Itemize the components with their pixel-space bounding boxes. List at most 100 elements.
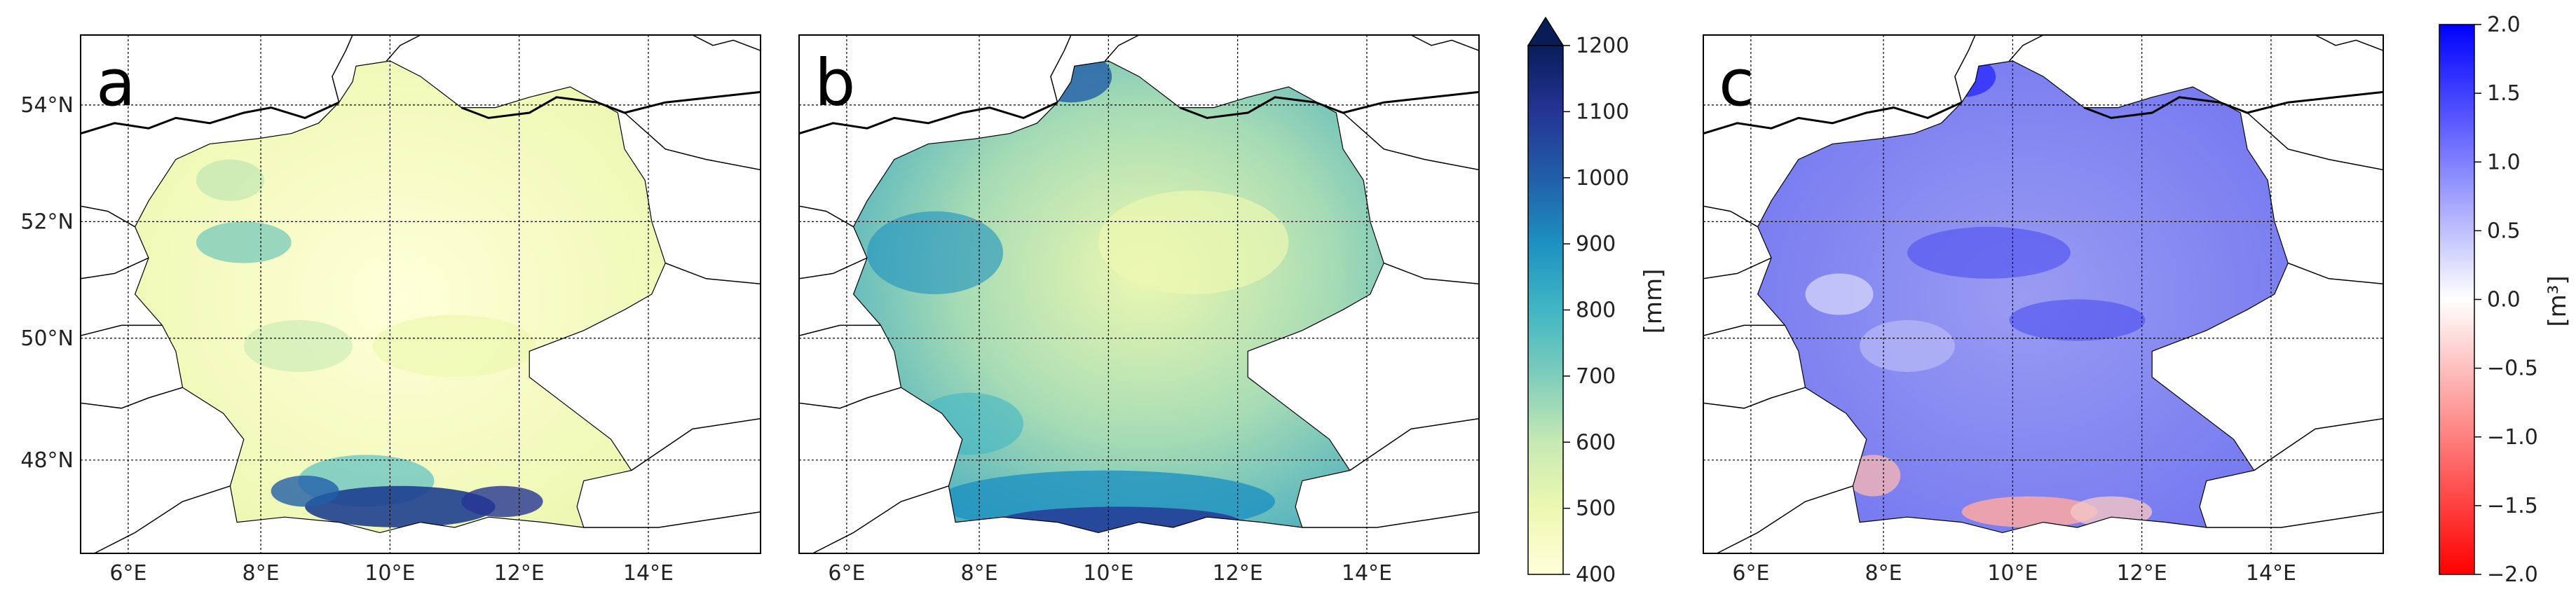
lon-tick-label: 14°E xyxy=(1342,561,1392,586)
border-line xyxy=(812,485,949,553)
border-line xyxy=(1342,112,1479,171)
border-line xyxy=(386,35,421,62)
border-line xyxy=(1383,262,1479,284)
lon-tick-label: 12°E xyxy=(1213,561,1263,586)
lon-tick-label: 10°E xyxy=(364,561,415,586)
germany-border xyxy=(1757,60,2289,534)
border-line xyxy=(1179,90,1479,119)
map-frame xyxy=(1703,34,2384,554)
colorbar-difference-label: [m³] xyxy=(2544,275,2572,326)
lon-tick-label: 6°E xyxy=(1732,561,1769,586)
border-line xyxy=(1717,485,1853,553)
colorbar-difference-tick-label: −1.0 xyxy=(2487,425,2538,450)
border-line xyxy=(1703,324,1785,336)
colorbar-precipitation-tick-label: 500 xyxy=(1576,497,1616,521)
lat-tick-label: 48°N xyxy=(20,448,74,473)
colorbar-difference-gradient xyxy=(2439,24,2475,575)
border-line xyxy=(81,205,135,228)
border-line xyxy=(1410,35,1479,51)
panel-letter-b: b xyxy=(815,46,855,120)
border-line xyxy=(81,257,149,279)
lon-tick-label: 10°E xyxy=(1987,561,2038,586)
border-line xyxy=(1954,35,1976,103)
border-line xyxy=(1104,35,1140,62)
colorbar-precipitation-tick-label: 800 xyxy=(1576,298,1616,323)
lon-tick-label: 14°E xyxy=(623,561,674,586)
border-line xyxy=(631,417,761,471)
colorbar-precipitation-tick-label: 1200 xyxy=(1576,34,1629,58)
colorbar-precipitation-label: [mm] xyxy=(1640,269,1668,334)
colorbar-difference-tick-label: −2.0 xyxy=(2487,562,2538,587)
germany-border xyxy=(852,60,1384,534)
lon-tick-label: 14°E xyxy=(2246,561,2296,586)
border-line xyxy=(2247,112,2383,171)
colorbar-precipitation-tick-label: 600 xyxy=(1576,430,1616,455)
border-line xyxy=(461,90,761,119)
lon-tick-label: 10°E xyxy=(1083,561,1133,586)
border-line xyxy=(799,205,854,228)
field-patch xyxy=(196,221,292,263)
field-patch xyxy=(243,320,353,372)
border-line xyxy=(799,387,901,409)
border-line xyxy=(2083,90,2383,119)
map-frame xyxy=(798,34,1480,554)
germany-field xyxy=(135,61,666,533)
border-line xyxy=(583,511,761,528)
colorbar-difference-tick-label: 0.0 xyxy=(2487,288,2521,312)
colorbar-precipitation-tick-label: 900 xyxy=(1576,232,1616,256)
germany-field xyxy=(1757,61,2289,533)
field-patch xyxy=(1846,455,1901,497)
colorbar-precipitation-tick-label: 700 xyxy=(1576,364,1616,389)
border-line xyxy=(799,324,881,336)
border-line xyxy=(799,257,868,279)
border-line xyxy=(81,101,340,135)
border-line xyxy=(81,324,163,336)
border-line xyxy=(2206,511,2383,528)
panel-letter-c: c xyxy=(1719,46,1754,120)
field-patch xyxy=(271,476,339,507)
border-line xyxy=(799,101,1058,135)
map-panel-a: a 6°E 8°E 10°E 12°E 14°E 54°N 52°N 50°N 48°N xyxy=(20,34,761,586)
colorbar-precipitation-tick-label: 1100 xyxy=(1576,99,1629,124)
colorbar-difference-tick-label: 2.0 xyxy=(2487,13,2521,37)
field-patch xyxy=(461,485,543,518)
border-line xyxy=(81,387,183,409)
colorbar-difference-tick-label: 0.5 xyxy=(2487,219,2521,243)
border-line xyxy=(2315,35,2383,51)
border-line xyxy=(1302,511,1479,528)
colorbar-difference-tick-label: 1.5 xyxy=(2487,81,2521,106)
border-line xyxy=(1703,257,1772,279)
field-patch xyxy=(1805,273,1874,315)
colorbar-precipitation-tick-label: 1000 xyxy=(1576,166,1629,191)
germany-border xyxy=(134,60,666,534)
colorbar-precipitation-gradient xyxy=(1527,45,1564,575)
border-line xyxy=(2008,35,2044,62)
colorbar-extend-arrow xyxy=(1527,16,1565,46)
border-line xyxy=(2254,417,2383,471)
lat-tick-label: 52°N xyxy=(20,209,74,234)
field-patch xyxy=(1961,496,2098,527)
map-panel-c: c 6°E 8°E 10°E 12°E 14°E xyxy=(1703,34,2384,586)
border-line xyxy=(1349,417,1479,471)
field-patch xyxy=(373,315,536,378)
lon-tick-label: 8°E xyxy=(961,561,998,586)
border-line xyxy=(1703,387,1806,409)
field-patch xyxy=(1907,226,2071,279)
field-patch xyxy=(196,159,264,201)
map-frame xyxy=(80,34,761,554)
border-line xyxy=(1050,35,1072,103)
lon-tick-label: 8°E xyxy=(1865,561,1902,586)
field-patch xyxy=(305,485,496,528)
border-line xyxy=(665,262,761,284)
field-patch xyxy=(2009,299,2146,341)
lat-tick-label: 54°N xyxy=(20,93,74,118)
field-patch xyxy=(1098,191,1289,294)
lon-tick-label: 6°E xyxy=(109,561,146,586)
border-line xyxy=(332,35,353,103)
map-panel-b: b 6°E 8°E 10°E 12°E 14°E xyxy=(798,34,1480,586)
colorbar-difference-tick-label: 1.0 xyxy=(2487,150,2521,174)
lat-tick-label: 50°N xyxy=(20,326,74,351)
border-line xyxy=(624,112,761,171)
panel-letter-a: a xyxy=(96,46,135,120)
